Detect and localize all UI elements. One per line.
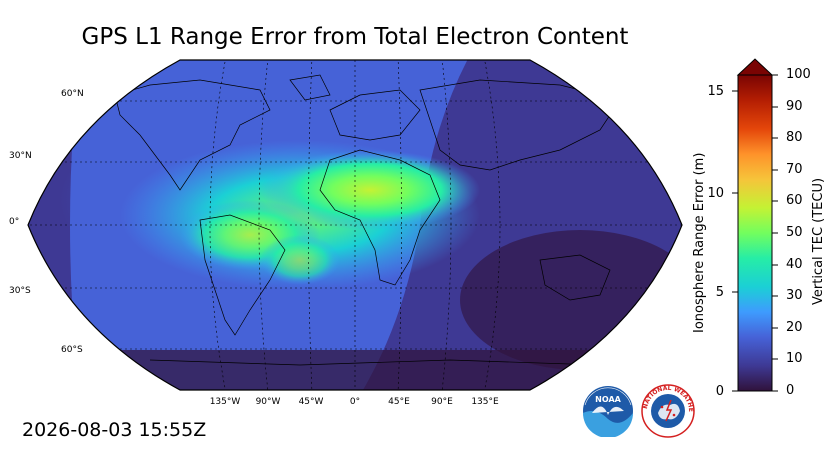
colorbar-right-axis-label: Vertical TEC (TECU) bbox=[811, 177, 826, 305]
cb-right-tick-10: 10 bbox=[786, 351, 803, 366]
cb-right-tick-80: 80 bbox=[786, 130, 803, 145]
cb-right-tick-60: 60 bbox=[786, 193, 803, 208]
colorbar bbox=[732, 58, 778, 392]
cb-right-tick-90: 90 bbox=[786, 99, 803, 114]
lon-label-90e: 90°E bbox=[431, 397, 453, 407]
cb-right-tick-70: 70 bbox=[786, 162, 803, 177]
cb-left-tick-10: 10 bbox=[707, 186, 724, 201]
tec-field bbox=[28, 60, 682, 390]
cb-left-tick-0: 0 bbox=[715, 384, 724, 399]
lat-label-30n: 30°N bbox=[9, 151, 32, 161]
nws-logo: NATIONAL WEATHER SERVICE bbox=[640, 383, 695, 438]
lon-label-135e: 135°E bbox=[471, 397, 499, 407]
globe-outline bbox=[27, 59, 683, 391]
cb-right-tick-40: 40 bbox=[786, 257, 803, 272]
lon-label-0: 0° bbox=[349, 397, 361, 407]
noaa-logo: NOAA bbox=[583, 386, 633, 437]
cb-right-tick-20: 20 bbox=[786, 320, 803, 335]
colorbar-ticks bbox=[732, 74, 778, 392]
valid-time-stamp: 2026-08-03 15:55Z bbox=[22, 419, 207, 441]
lon-label-90w: 90°W bbox=[255, 397, 281, 407]
lat-label-30s: 30°S bbox=[9, 286, 31, 296]
map-title: GPS L1 Range Error from Total Electron C… bbox=[81, 24, 629, 50]
lon-label-45e: 45°E bbox=[388, 397, 410, 407]
lon-label-45w: 45°W bbox=[298, 397, 324, 407]
cb-right-tick-100: 100 bbox=[786, 67, 811, 82]
cb-right-tick-50: 50 bbox=[786, 225, 803, 240]
cb-right-tick-0: 0 bbox=[786, 383, 795, 398]
cb-right-tick-30: 30 bbox=[786, 288, 803, 303]
graticule bbox=[28, 60, 682, 390]
noaa-logo-text: NOAA bbox=[595, 395, 621, 404]
cb-left-tick-5: 5 bbox=[715, 285, 724, 300]
lon-label-135w: 135°W bbox=[209, 397, 241, 407]
colorbar-left-axis-label: Ionosphere Range Error (m) bbox=[692, 152, 707, 333]
lat-label-60n: 60°N bbox=[61, 89, 84, 99]
cb-left-tick-15: 15 bbox=[707, 84, 724, 99]
lat-label-equator: 0° bbox=[9, 217, 20, 227]
lat-label-60s: 60°S bbox=[61, 345, 83, 355]
